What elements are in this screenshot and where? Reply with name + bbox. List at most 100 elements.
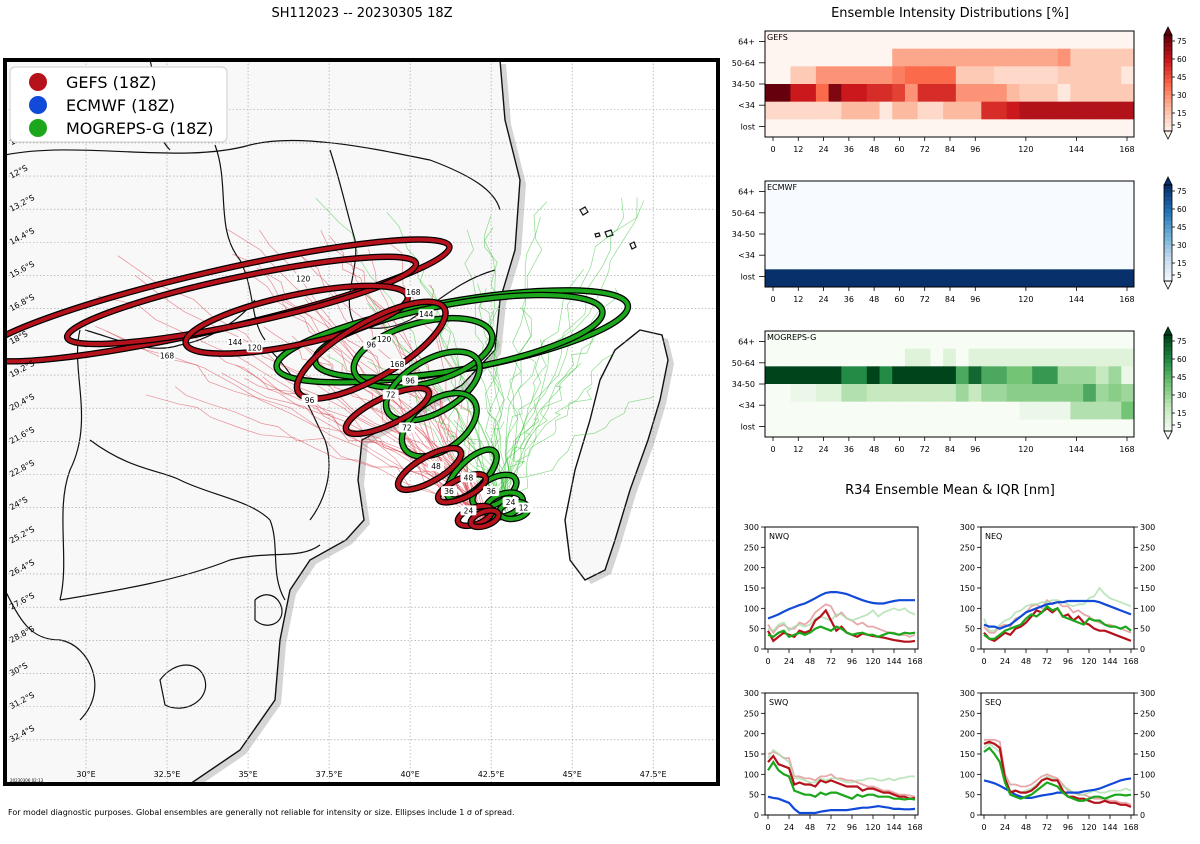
heatmap-row-label: 34-50: [732, 230, 755, 239]
colorbar-segment: [1164, 107, 1172, 112]
heatmap-cell: [981, 66, 995, 85]
r34-y-tick-label: 0: [754, 645, 759, 654]
heatmap-cell: [828, 181, 842, 200]
heatmap-cell: [866, 181, 881, 200]
r34-x-tick-label: 168: [907, 657, 922, 666]
colorbar-tick-label: 45: [1177, 223, 1187, 232]
heatmap-cell: [955, 198, 970, 217]
heatmap-cell: [866, 366, 881, 385]
gefs-label-bg: [460, 505, 477, 516]
heatmap-cell: [981, 181, 995, 200]
r34-y-tick-label-left: 50: [965, 625, 975, 634]
heatmap-cell: [968, 348, 982, 367]
heatmap-row-label: 64+: [738, 38, 755, 47]
heatmap-cell: [943, 48, 957, 67]
r34-panel-nwq: NWQ 0 24 48 72 96 120 144 168 0 50 100 150 200 250 300: [744, 523, 923, 666]
colorbar-segment: [1164, 115, 1172, 120]
r34-line-gefs: [983, 740, 1132, 808]
colorbar-segment: [1164, 205, 1172, 210]
colorbar-segment: [1164, 427, 1172, 432]
heatmap-cell: [1032, 48, 1046, 67]
heatmap-cell: [1108, 401, 1122, 420]
colorbar-segment: [1164, 237, 1172, 242]
heatmap-cell: [994, 269, 1008, 288]
border-line: [59, 329, 83, 601]
heatmap-cell: [943, 234, 957, 253]
heatmap-cell: [943, 66, 957, 85]
heatmap-cell: [854, 66, 868, 85]
colorbar-segment: [1164, 343, 1172, 348]
r34-y-tick-label: 200: [1140, 730, 1155, 739]
r34-x-tick-label: 48: [1021, 657, 1031, 666]
heatmap-cell: [765, 84, 779, 103]
colorbar-segment: [1164, 367, 1172, 372]
heatmap-cell: [930, 181, 944, 200]
heatmap-cell: [866, 101, 881, 120]
heatmap-cell: [904, 331, 919, 350]
heatmap-cell: [777, 234, 791, 253]
heatmap-cell: [892, 216, 906, 235]
member-track: [492, 395, 655, 505]
member-track: [97, 295, 482, 514]
heatmap-cell: [930, 66, 944, 85]
heatmap-cell: [1032, 251, 1046, 270]
heatmap-cell: [765, 101, 779, 120]
heatmap-cell: [981, 419, 995, 438]
heatmap-cell: [994, 348, 1008, 367]
heatmap-cell: [994, 234, 1008, 253]
heatmap-cell: [892, 181, 906, 200]
heatmap-cell: [1083, 84, 1097, 103]
heatmap-cell: [815, 181, 830, 200]
heatmap-cell: [917, 331, 931, 350]
heatmap-cell: [955, 234, 970, 253]
heatmap-cell: [1019, 331, 1033, 350]
gefs-label-bg: [382, 389, 399, 400]
heatmap-cell: [994, 331, 1008, 350]
heatmap-cell: [1006, 401, 1020, 420]
heatmap-cell: [1070, 66, 1084, 85]
mogreps-ellipse-120h: [350, 314, 496, 391]
heatmap-x-tick-label: 84: [945, 145, 955, 154]
mogreps-label-bg: [460, 472, 477, 483]
heatmap-cell: [917, 66, 931, 85]
r34-y-tick-label-left: 200: [960, 564, 975, 573]
colorbar-tick-label: 60: [1177, 55, 1187, 64]
heatmap-cell: [1032, 198, 1046, 217]
heatmap-panel-name: GEFS: [767, 33, 788, 42]
heatmap-cell: [994, 181, 1008, 200]
heatmap-cell: [994, 84, 1008, 103]
heatmap-cell: [841, 401, 855, 420]
member-track: [502, 353, 615, 506]
r34-y-tick-label-left: 150: [960, 750, 975, 759]
heatmap-cell: [892, 401, 906, 420]
heatmap-cell: [815, 269, 830, 288]
heatmap-cell: [1057, 31, 1071, 50]
heatmap-cell: [1019, 419, 1033, 438]
heatmap-cell: [1083, 216, 1097, 235]
heatmap-cell: [828, 31, 842, 50]
heatmap-cell: [930, 366, 944, 385]
heatmap-cell: [777, 84, 791, 103]
heatmap-cell: [841, 66, 855, 85]
heatmap-cell: [815, 48, 830, 67]
r34-x-tick-label: 120: [865, 823, 880, 832]
heatmap-row-label: 64+: [738, 188, 755, 197]
border-line: [5, 589, 96, 721]
gefs-label-bg: [246, 342, 263, 353]
r34-y-tick-label: 300: [744, 689, 759, 698]
member-track: [499, 201, 548, 509]
colorbar-segment: [1164, 67, 1172, 72]
heatmap-x-tick-label: 96: [970, 295, 980, 304]
heatmap-cell: [904, 48, 919, 67]
colorbar-segment: [1164, 355, 1172, 360]
colorbar-segment: [1164, 245, 1172, 250]
r34-line-gefs-iqr: [984, 738, 1132, 806]
colorbar-segment: [1164, 241, 1172, 246]
heatmap-cell: [1006, 269, 1020, 288]
heatmap-cell: [1019, 234, 1033, 253]
heatmap-cell: [854, 198, 868, 217]
colorbar-segment: [1164, 277, 1172, 282]
heatmap-cell: [790, 384, 804, 403]
heatmap-cell: [904, 269, 919, 288]
